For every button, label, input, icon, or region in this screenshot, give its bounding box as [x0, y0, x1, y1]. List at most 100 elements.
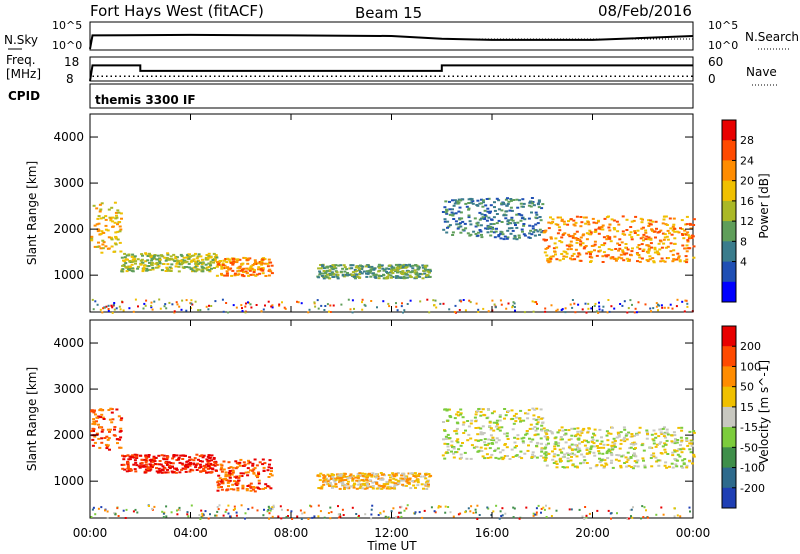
velocity-echo-cell — [218, 504, 221, 507]
power-echo-cell — [227, 258, 231, 261]
power-echo-cell — [626, 260, 630, 262]
velocity-echo-cell — [539, 455, 543, 457]
power-echo-cell — [418, 275, 422, 278]
velocity-echo-cell — [320, 485, 324, 488]
velocity-echo-cell — [636, 465, 640, 468]
power-echo-cell — [504, 217, 508, 220]
velocity-echo-cell — [484, 447, 488, 450]
power-echo-cell — [467, 202, 471, 204]
power-echo-cell — [571, 306, 574, 309]
power-echo-cell — [414, 264, 418, 266]
velocity-echo-cell — [534, 513, 537, 516]
velocity-echo-cell — [609, 432, 613, 435]
velocity-echo-cell — [266, 485, 270, 488]
power-echo-cell — [671, 225, 675, 228]
power-echo-cell — [452, 204, 456, 207]
power-echo-cell — [579, 225, 583, 228]
power-echo-cell — [399, 272, 403, 275]
velocity-echo-cell — [494, 441, 498, 444]
velocity-echo-cell — [236, 487, 240, 490]
power-echo-cell — [120, 217, 123, 220]
velocity-echo-cell — [142, 465, 146, 468]
power-echo-cell — [541, 203, 545, 206]
velocity-echo-cell — [231, 470, 235, 473]
power-echo-cell — [355, 265, 359, 268]
velocity-echo-cell — [268, 463, 271, 466]
power-echo-cell — [406, 264, 410, 267]
velocity-echo-cell — [579, 462, 583, 465]
velocity-echo-cell — [539, 408, 543, 411]
velocity-echo-cell — [397, 482, 401, 485]
velocity-echo-cell — [388, 479, 392, 482]
velocity-echo-cell — [371, 472, 375, 475]
power-echo-cell — [573, 232, 577, 235]
velocity-echo-cell — [459, 413, 463, 416]
power-echo-cell — [401, 264, 405, 267]
velocity-echo-cell — [540, 511, 542, 514]
power-echo-cell — [253, 262, 256, 265]
velocity-echo-cell — [220, 470, 224, 473]
power-echo-cell — [225, 302, 228, 304]
power-echo-cell — [358, 276, 362, 279]
power-echo-cell — [540, 231, 544, 234]
power-echo-cell — [649, 242, 653, 245]
power-echo-cell — [99, 217, 103, 220]
velocity-echo-cell — [148, 505, 150, 507]
power-echo-cell — [444, 211, 448, 214]
power-echo-cell — [411, 264, 415, 267]
velocity-echo-cell — [375, 487, 379, 490]
velocity-echo-cell — [175, 467, 178, 470]
velocity-echo-cell — [628, 447, 632, 450]
velocity-echo-cell — [355, 487, 359, 490]
velocity-echo-cell — [674, 440, 678, 443]
power-echo-cell — [518, 213, 522, 216]
power-echo-cell — [351, 264, 355, 267]
velocity-echo-cell — [406, 481, 410, 484]
power-echo-cell — [628, 233, 632, 236]
velocity-echo-cell — [567, 438, 571, 441]
velocity-echo-cell — [627, 457, 631, 460]
power-echo-cell — [664, 246, 668, 249]
power-echo-cell — [538, 233, 541, 236]
velocity-colorbar-tick-label: -100 — [740, 462, 765, 475]
velocity-echo-cell — [261, 458, 265, 461]
velocity-echo-cell — [665, 428, 669, 431]
power-echo-cell — [148, 268, 152, 271]
power-echo-cell — [597, 227, 601, 230]
velocity-echo-cell — [563, 466, 566, 469]
power-echo-cell — [551, 255, 555, 258]
power-echo-cell — [116, 230, 120, 233]
velocity-echo-cell — [121, 454, 124, 457]
power-echo-cell — [469, 223, 473, 226]
velocity-echo-cell — [665, 466, 669, 469]
velocity-echo-cell — [162, 512, 165, 515]
power-echo-cell — [175, 256, 179, 259]
velocity-echo-cell — [338, 487, 342, 490]
power-echo-cell — [633, 311, 636, 314]
velocity-echo-cell — [630, 515, 632, 518]
velocity-echo-cell — [632, 443, 636, 446]
velocity-echo-cell — [239, 458, 243, 461]
velocity-echo-cell — [603, 459, 607, 462]
velocity-echo-cell — [654, 432, 658, 435]
velocity-echo-cell — [180, 462, 184, 465]
power-echo-cell — [592, 221, 596, 224]
velocity-echo-cell — [266, 469, 270, 472]
power-echo-cell — [326, 303, 329, 306]
velocity-echo-cell — [264, 483, 268, 486]
velocity-echo-cell — [90, 409, 94, 412]
power-echo-cell — [370, 300, 373, 302]
power-echo-cell — [385, 270, 389, 273]
power-echo-cell — [635, 311, 638, 314]
power-echo-cell — [521, 205, 525, 208]
velocity-colorbar-frame — [721, 325, 737, 509]
power-echo-cell — [685, 244, 689, 247]
velocity-echo-cell — [563, 453, 567, 456]
velocity-echo-cell — [586, 441, 590, 444]
velocity-echo-cell — [233, 505, 236, 508]
velocity-echo-cell — [324, 478, 328, 481]
velocity-echo-cell — [175, 454, 179, 457]
power-echo-cell — [413, 271, 417, 274]
velocity-echo-cell — [270, 474, 274, 477]
power-echo-cell — [488, 227, 492, 230]
